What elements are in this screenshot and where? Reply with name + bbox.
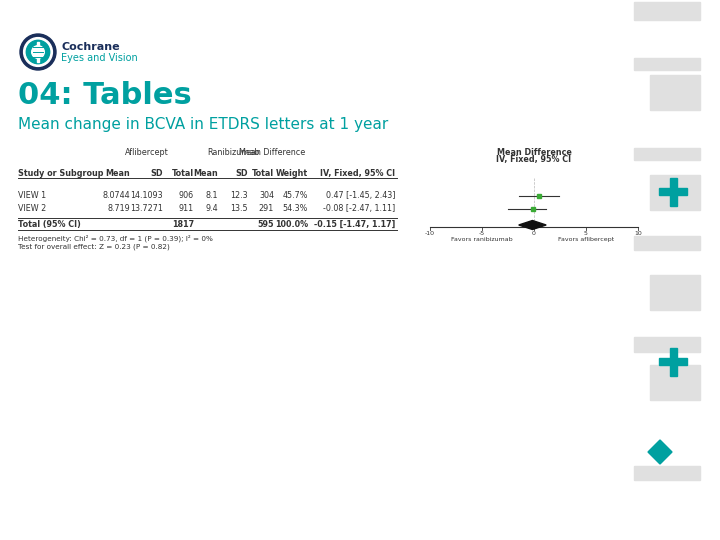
Bar bbox=[650, 365, 700, 400]
Text: Aflibercept: Aflibercept bbox=[125, 148, 168, 157]
Bar bbox=[650, 275, 700, 310]
Text: Mean: Mean bbox=[193, 169, 218, 178]
Text: 906: 906 bbox=[179, 191, 194, 200]
Circle shape bbox=[24, 38, 53, 66]
Circle shape bbox=[27, 40, 50, 64]
Text: 9.4: 9.4 bbox=[205, 204, 218, 213]
Text: 13.5: 13.5 bbox=[230, 204, 248, 213]
Text: 0: 0 bbox=[532, 231, 536, 236]
Text: 12.3: 12.3 bbox=[230, 191, 248, 200]
Text: 5: 5 bbox=[584, 231, 588, 236]
Text: 911: 911 bbox=[179, 204, 194, 213]
Text: Weight: Weight bbox=[276, 169, 308, 178]
Text: Mean Difference: Mean Difference bbox=[239, 148, 305, 157]
Text: 291: 291 bbox=[258, 204, 274, 213]
Bar bbox=[670, 348, 677, 376]
Bar bbox=[634, 236, 700, 250]
Text: 595: 595 bbox=[258, 220, 274, 229]
Polygon shape bbox=[648, 440, 672, 464]
Text: -0.15 [-1.47, 1.17]: -0.15 [-1.47, 1.17] bbox=[314, 220, 395, 229]
Text: Test for overall effect: Z = 0.23 (P = 0.82): Test for overall effect: Z = 0.23 (P = 0… bbox=[18, 243, 170, 249]
Bar bbox=[634, 2, 700, 20]
Text: VIEW 2: VIEW 2 bbox=[18, 204, 46, 213]
Circle shape bbox=[32, 46, 45, 58]
Text: Heterogeneity: Chi² = 0.73, df = 1 (P = 0.39); I² = 0%: Heterogeneity: Chi² = 0.73, df = 1 (P = … bbox=[18, 234, 213, 241]
Text: 304: 304 bbox=[259, 191, 274, 200]
Text: Total: Total bbox=[172, 169, 194, 178]
Text: 8.1: 8.1 bbox=[205, 191, 218, 200]
Bar bbox=[634, 148, 700, 160]
Text: IV, Fixed, 95% CI: IV, Fixed, 95% CI bbox=[496, 155, 572, 164]
Text: 100.0%: 100.0% bbox=[275, 220, 308, 229]
Circle shape bbox=[20, 34, 56, 70]
Bar bbox=[37, 42, 40, 62]
Text: Eyes and Vision: Eyes and Vision bbox=[61, 53, 138, 63]
Text: VIEW 1: VIEW 1 bbox=[18, 191, 46, 200]
Text: Study or Subgroup: Study or Subgroup bbox=[18, 169, 104, 178]
Bar bbox=[531, 207, 536, 211]
Bar bbox=[659, 188, 687, 195]
Text: Cochrane: Cochrane bbox=[61, 42, 120, 52]
Text: -5: -5 bbox=[479, 231, 485, 236]
Text: -10: -10 bbox=[425, 231, 435, 236]
Text: Mean Difference: Mean Difference bbox=[497, 148, 572, 157]
Text: 8.719: 8.719 bbox=[107, 204, 130, 213]
Text: 1817: 1817 bbox=[172, 220, 194, 229]
Text: Mean change in BCVA in ETDRS letters at 1 year: Mean change in BCVA in ETDRS letters at … bbox=[18, 117, 388, 132]
Text: 54.3%: 54.3% bbox=[283, 204, 308, 213]
Text: 45.7%: 45.7% bbox=[282, 191, 308, 200]
Text: 14.1093: 14.1093 bbox=[130, 191, 163, 200]
Text: SD: SD bbox=[150, 169, 163, 178]
Text: 13.7271: 13.7271 bbox=[130, 204, 163, 213]
Text: 0.47 [-1.45, 2.43]: 0.47 [-1.45, 2.43] bbox=[325, 191, 395, 200]
Text: Favors ranibizumab: Favors ranibizumab bbox=[451, 237, 513, 242]
Text: -0.08 [-2.47, 1.11]: -0.08 [-2.47, 1.11] bbox=[323, 204, 395, 213]
Text: 04: Tables: 04: Tables bbox=[18, 81, 192, 110]
Bar bbox=[670, 178, 677, 206]
Text: IV, Fixed, 95% CI: IV, Fixed, 95% CI bbox=[320, 169, 395, 178]
Bar bbox=[634, 58, 700, 70]
Text: 8.0744: 8.0744 bbox=[102, 191, 130, 200]
Bar bbox=[659, 358, 687, 365]
Text: Total (95% CI): Total (95% CI) bbox=[18, 220, 81, 229]
Text: Mean: Mean bbox=[105, 169, 130, 178]
Text: Favors aflibercept: Favors aflibercept bbox=[558, 237, 614, 242]
Text: Ranibizumab: Ranibizumab bbox=[207, 148, 259, 157]
Polygon shape bbox=[518, 220, 546, 230]
Text: SD: SD bbox=[235, 169, 248, 178]
Bar bbox=[650, 175, 700, 210]
Text: Total: Total bbox=[252, 169, 274, 178]
Bar bbox=[634, 337, 700, 352]
Bar bbox=[634, 466, 700, 480]
Bar bbox=[536, 194, 541, 198]
Bar bbox=[650, 75, 700, 110]
Text: 10: 10 bbox=[634, 231, 642, 236]
